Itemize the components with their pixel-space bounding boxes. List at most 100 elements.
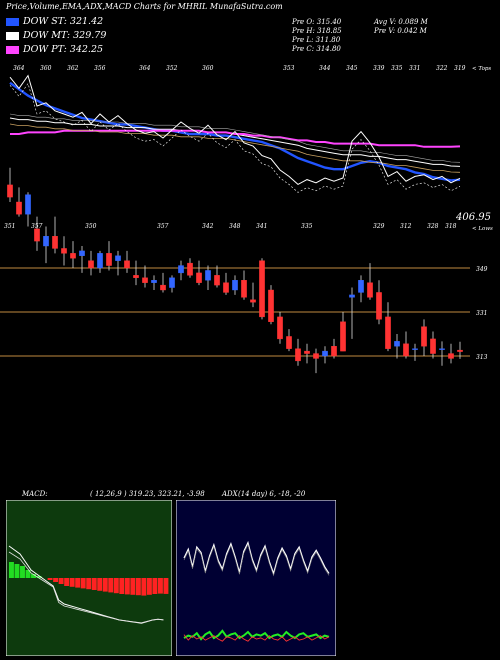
macd-bar [47, 578, 53, 580]
macd-bar [53, 578, 59, 582]
candle-body [223, 282, 229, 293]
candle-body [421, 326, 427, 347]
macd-bar [64, 578, 70, 586]
legend-pt-swatch [6, 45, 19, 54]
macd-bar [31, 574, 36, 578]
candle-body [367, 282, 373, 298]
plus-di-line [183, 629, 330, 641]
macd-bar [14, 564, 20, 578]
macd-bar [36, 576, 42, 578]
candle-body [412, 348, 418, 350]
candle-body [79, 250, 85, 256]
candle-body [295, 348, 301, 362]
close-price-dotted-line [9, 82, 461, 193]
candle-body [142, 277, 148, 283]
candle-body [214, 275, 220, 286]
candle-body [88, 260, 94, 269]
candle-body [268, 289, 274, 322]
macd-bar [9, 562, 14, 578]
low-label: 341 [256, 223, 267, 230]
top-label: 364 [139, 65, 151, 72]
chart-header: Price,Volume,EMA,ADX,MACD Charts for MHR… [6, 2, 283, 11]
macd-bar [108, 578, 114, 593]
low-label: 357 [31, 223, 43, 230]
macd-panel [6, 500, 172, 656]
top-label: 364 [13, 65, 25, 72]
top-label: 322 [436, 65, 448, 72]
last-price-label: 406.95 [455, 212, 491, 223]
top-label: 335 [391, 65, 403, 72]
adx-panel [176, 500, 336, 656]
top-label: 339 [373, 65, 385, 72]
low-label: 357 [157, 223, 169, 230]
candle-body [34, 228, 40, 242]
macd-bar [152, 578, 158, 594]
ema-band-line [9, 113, 461, 163]
legend-pt-label: DOW PT: 342.25 [23, 44, 104, 55]
macd-signal-line [8, 551, 164, 624]
macd-bar [113, 578, 119, 594]
candle-body [457, 349, 463, 352]
candle-body [115, 255, 121, 261]
candle-body [313, 353, 319, 359]
candle-body [232, 280, 238, 291]
stat-avg-volume: Avg V: 0.089 M [374, 18, 428, 26]
macd-bar [119, 578, 125, 594]
candle-body [394, 341, 400, 347]
candle-body [133, 275, 139, 278]
top-label: 352 [166, 65, 178, 72]
candle-body [151, 280, 157, 283]
macd-bar [75, 578, 81, 588]
macd-bar [20, 566, 25, 578]
candle-body [241, 280, 247, 298]
macd-bar [91, 578, 97, 590]
candle-body [304, 350, 310, 354]
legend-mt-swatch [6, 31, 19, 40]
top-label: 345 [346, 65, 358, 72]
top-label: 353 [283, 65, 295, 72]
candle-body [322, 350, 328, 357]
macd-bar [157, 578, 163, 594]
candle-body [16, 201, 22, 215]
top-label: 360 [202, 65, 214, 72]
macd-label: MACD: [22, 490, 48, 498]
low-label: 329 [373, 223, 385, 230]
candle-body [169, 277, 175, 288]
legend-st-label: DOW ST: 321.42 [23, 16, 104, 27]
adx-label: ADX [222, 490, 238, 498]
top-label: 362 [67, 65, 79, 72]
macd-bar [146, 578, 152, 595]
low-label: 351 [4, 223, 15, 230]
candle-body [97, 253, 103, 269]
low-label: 328 [427, 223, 439, 230]
candle-body [52, 236, 58, 249]
candle-body [187, 262, 193, 276]
price-chart: 349 331 313 364 360 362 356 364 352 360 353 344 345… [0, 65, 493, 374]
candle-body [178, 265, 184, 274]
low-label: 312 [400, 223, 412, 230]
adx-values: (14 day) 6, -18, -20 [238, 490, 306, 498]
macd-bar [80, 578, 86, 589]
macd-bar [102, 578, 108, 592]
macd-bar [86, 578, 92, 590]
legend-mt: DOW MT: 329.79 [6, 30, 106, 41]
candle-body [385, 316, 391, 349]
low-label: 348 [229, 223, 241, 230]
candle-body [106, 253, 112, 266]
candle-body [61, 248, 67, 254]
stat-pre-low: Pre L: 311.80 [292, 36, 341, 44]
candle-body [286, 336, 292, 349]
candle-body [124, 260, 130, 269]
ema-line [10, 129, 461, 148]
adx-shadow-line [183, 543, 330, 577]
top-label: 344 [319, 65, 331, 72]
candle-body [160, 284, 166, 291]
candle-body [277, 316, 283, 340]
macd-bar [97, 578, 103, 591]
macd-bar [130, 578, 136, 595]
adx-background [176, 500, 336, 656]
top-label: 356 [94, 65, 106, 72]
candle-body [205, 270, 211, 281]
level-label: 331 [476, 310, 487, 317]
chart-title: Price,Volume,EMA,ADX,MACD Charts for MHR… [6, 2, 208, 11]
